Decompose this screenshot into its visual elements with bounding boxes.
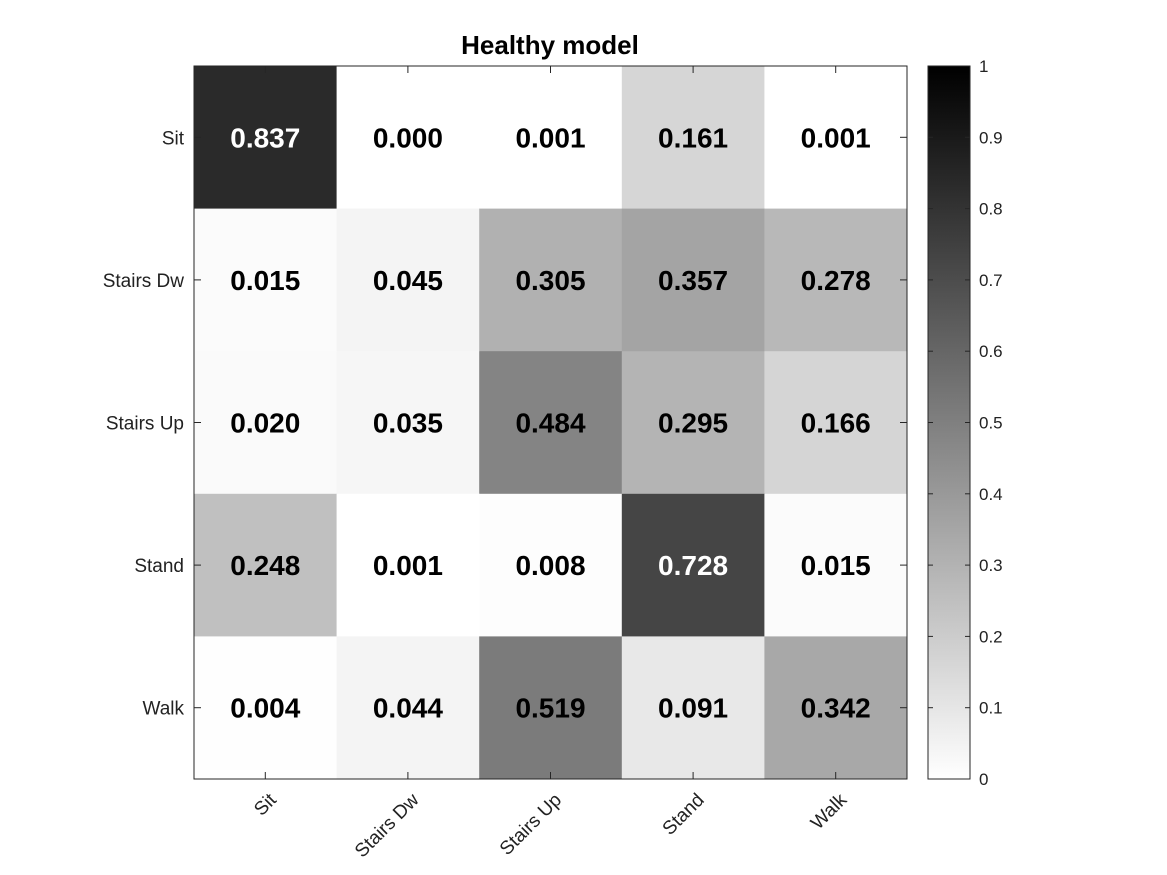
cell-value-label: 0.248 <box>230 550 300 581</box>
heatmap-cell <box>194 636 338 780</box>
heatmap-cell <box>621 351 765 495</box>
cell-value-label: 0.004 <box>230 693 300 724</box>
y-tick-label-stairs-dw: Stairs Dw <box>103 271 185 292</box>
cell-value-label: 0.519 <box>515 693 585 724</box>
x-tick-label-sit: Sit <box>250 789 281 820</box>
y-axis-tick-labels: Sit Stairs Dw Stairs Up Stand Walk <box>103 128 185 719</box>
colorbar-tick-label: 1 <box>979 57 988 76</box>
cell-value-label: 0.044 <box>373 693 443 724</box>
cell-value-label: 0.166 <box>801 408 871 439</box>
y-tick-label-sit: Sit <box>162 128 185 149</box>
x-tick-label-stand: Stand <box>659 790 709 840</box>
heatmap-cell <box>764 66 908 210</box>
x-tick-label-stairs-up: Stairs Up <box>496 790 566 860</box>
cell-value-label: 0.091 <box>658 693 728 724</box>
heatmap-cell <box>764 208 908 352</box>
colorbar-tick-label: 0.5 <box>979 414 1003 433</box>
heatmap-cell <box>479 66 623 210</box>
heatmap-cell <box>336 636 480 780</box>
axis-ticks <box>194 66 907 779</box>
cell-value-label: 0.728 <box>658 550 728 581</box>
cell-value-label: 0.015 <box>230 265 300 296</box>
heatmap-cell <box>764 351 908 495</box>
cell-value-label: 0.837 <box>230 122 300 153</box>
heatmap-cells <box>194 66 908 780</box>
heatmap-cell <box>479 208 623 352</box>
heatmap-cell <box>479 351 623 495</box>
cell-value-label: 0.000 <box>373 122 443 153</box>
heatmap-cell <box>621 636 765 780</box>
x-tick-label-walk: Walk <box>807 789 852 834</box>
colorbar-tick-label: 0.4 <box>979 485 1003 504</box>
heatmap-cell <box>194 493 338 637</box>
cell-value-label: 0.020 <box>230 408 300 439</box>
heatmap-cell <box>336 351 480 495</box>
y-tick-label-walk: Walk <box>142 699 184 720</box>
heatmap-cell <box>336 208 480 352</box>
heatmap-cell <box>621 493 765 637</box>
heatmap-cell <box>764 636 908 780</box>
x-tick-label-stairs-dw: Stairs Dw <box>351 789 424 862</box>
cell-value-label: 0.161 <box>658 122 728 153</box>
heatmap-cell <box>621 208 765 352</box>
cell-value-label: 0.484 <box>515 408 585 439</box>
heatmap-cell <box>621 66 765 210</box>
cell-value-label: 0.342 <box>801 693 871 724</box>
cell-value-label: 0.001 <box>801 122 871 153</box>
colorbar <box>927 65 971 780</box>
cell-value-label: 0.357 <box>658 265 728 296</box>
heatmap-cell <box>336 66 480 210</box>
y-tick-label-stairs-up: Stairs Up <box>106 414 184 435</box>
colorbar-tick-label: 0.9 <box>979 128 1003 147</box>
cell-value-label: 0.278 <box>801 265 871 296</box>
cell-value-label: 0.045 <box>373 265 443 296</box>
colorbar-tick-label: 0.6 <box>979 342 1003 361</box>
colorbar-tick-label: 0.2 <box>979 627 1003 646</box>
cell-value-label: 0.305 <box>515 265 585 296</box>
colorbar-tick-label: 0.1 <box>979 699 1003 718</box>
cell-value-label: 0.001 <box>373 550 443 581</box>
colorbar-tick-label: 0.7 <box>979 271 1003 290</box>
colorbar-tick-label: 0.3 <box>979 556 1003 575</box>
heatmap-cell <box>194 208 338 352</box>
y-tick-label-stand: Stand <box>134 556 184 577</box>
heatmap-cell <box>194 66 338 210</box>
cell-value-label: 0.001 <box>515 122 585 153</box>
heatmap-cell <box>479 493 623 637</box>
cell-value-label: 0.035 <box>373 408 443 439</box>
cell-value-label: 0.295 <box>658 408 728 439</box>
heatmap-value-labels: 0.837 0.000 0.001 0.161 0.001 0.015 0.045 0.305… <box>230 122 870 723</box>
heatmap-cell <box>194 351 338 495</box>
x-axis-tick-labels: Sit Stairs Dw Stairs Up Stand Walk <box>250 789 851 862</box>
colorbar-tick-label: 0 <box>979 770 988 789</box>
heatmap-cell <box>336 493 480 637</box>
cell-value-label: 0.015 <box>801 550 871 581</box>
heatmap-cell <box>764 493 908 637</box>
cell-value-label: 0.008 <box>515 550 585 581</box>
colorbar-ticks: 0 0.1 0.2 0.3 0.4 0.5 0.6 0.7 0.8 0.9 1 <box>928 57 1003 789</box>
colorbar-tick-label: 0.8 <box>979 200 1003 219</box>
chart-title: Healthy model <box>461 30 639 60</box>
heatmap-cell <box>479 636 623 780</box>
